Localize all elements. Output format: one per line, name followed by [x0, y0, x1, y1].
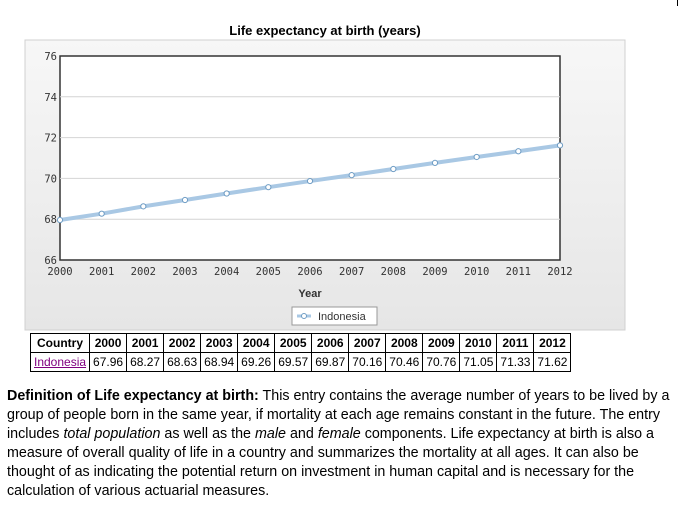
table-cell-value-2004: 69.26 [237, 352, 276, 372]
table-header-year-2010: 2010 [459, 333, 498, 353]
definition-em-total-population: total population [63, 426, 161, 442]
table-cell-value-2005: 69.57 [274, 352, 313, 372]
data-point-2008 [390, 165, 397, 173]
x-tick-label-2005: 2005 [256, 266, 281, 278]
x-tick-label-2006: 2006 [297, 266, 322, 278]
definition-text-3: and [286, 426, 318, 442]
table-header-year-2008: 2008 [385, 333, 424, 353]
x-tick-label-2010: 2010 [464, 266, 489, 278]
x-tick-label-2007: 2007 [339, 266, 364, 278]
table-header-year-2002: 2002 [163, 333, 202, 353]
x-tick-label-2003: 2003 [172, 266, 197, 278]
table-header-year-2007: 2007 [348, 333, 387, 353]
legend: Indonesia [291, 306, 378, 326]
definition-text-4: components. Life expectancy at birth is … [7, 426, 654, 499]
y-tick-label-68: 68 [44, 214, 57, 226]
data-point-2012 [556, 142, 564, 149]
country-link[interactable]: Indonesia [34, 355, 87, 369]
table-cell-value-2010: 71.05 [459, 352, 498, 372]
x-tick-label-2000: 2000 [47, 266, 72, 278]
table-cell-value-2011: 71.33 [496, 352, 535, 372]
table-cell-value-2001: 68.27 [126, 352, 165, 372]
definition-heading: Definition of Life expectancy at birth: [7, 388, 259, 404]
x-tick-label-2004: 2004 [214, 266, 239, 278]
data-table: Country 2000 2001 2002 2003 2004 2005 2006 2007 2… [29, 333, 572, 372]
y-tick-label-72: 72 [44, 133, 57, 145]
table-cell-country: Indonesia [29, 352, 91, 372]
data-point-2005 [265, 184, 272, 191]
data-point-2000 [56, 216, 64, 224]
life-expectancy-chart: Life expectancy at birth (years) 66 68 70 7… [24, 23, 626, 331]
table-cell-value-2000: 67.96 [89, 352, 128, 372]
table-header-row: Country 2000 2001 2002 2003 2004 2005 2006 2007 2… [29, 333, 572, 353]
data-point-2004 [223, 190, 230, 197]
table-header-year-2006: 2006 [311, 333, 350, 353]
definition-em-male: male [255, 426, 286, 442]
table-header-year-2004: 2004 [237, 333, 276, 353]
table-cell-value-2002: 68.63 [163, 352, 202, 372]
x-axis-label: Year [298, 288, 322, 300]
definition-text-2: as well as the [160, 426, 255, 442]
table-header-year-2005: 2005 [274, 333, 313, 353]
x-tick-label-2008: 2008 [381, 266, 406, 278]
y-tick-label-70: 70 [44, 173, 57, 185]
data-point-2006 [306, 177, 314, 185]
table-header-country: Country [29, 333, 91, 353]
legend-label-indonesia: Indonesia [318, 311, 367, 323]
legend-marker-swatch [301, 313, 307, 319]
table-header-year-2011: 2011 [496, 333, 535, 353]
data-point-2001 [98, 210, 105, 217]
x-tick-label-2011: 2011 [506, 266, 531, 278]
table-cell-value-2009: 70.76 [422, 352, 461, 372]
y-tick-label-74: 74 [44, 92, 57, 104]
y-tick-label-66: 66 [44, 255, 57, 267]
x-tick-label-2012: 2012 [547, 266, 572, 278]
table-header-year-2003: 2003 [200, 333, 239, 353]
data-point-2011 [515, 148, 522, 155]
data-point-2010 [473, 153, 480, 161]
table-header-year-2009: 2009 [422, 333, 461, 353]
table-cell-value-2006: 69.87 [311, 352, 350, 372]
table-header-year-2001: 2001 [126, 333, 165, 353]
page-edge-rule [677, 0, 678, 6]
chart-title: Life expectancy at birth (years) [229, 23, 420, 38]
x-tick-label-2009: 2009 [422, 266, 447, 278]
definition-em-female: female [317, 426, 361, 442]
definition-text-1: This entry contains the average number o… [7, 388, 670, 442]
x-tick-label-2002: 2002 [131, 266, 156, 278]
table-cell-value-2007: 70.16 [348, 352, 387, 372]
series-indonesia [56, 142, 564, 224]
x-axis-ticks: 2000 2001 2002 2003 2004 2005 2006 2007 2008 2009… [47, 266, 572, 278]
table-header-year-2012: 2012 [533, 333, 572, 353]
legend-box [291, 306, 378, 326]
table-header-year-2000: 2000 [89, 333, 128, 353]
table-cell-value-2008: 70.46 [385, 352, 424, 372]
y-tick-label-76: 76 [44, 51, 57, 63]
y-axis-ticks: 66 68 70 72 74 76 [44, 51, 57, 267]
data-point-2007 [348, 172, 355, 179]
plot-area [59, 55, 561, 261]
data-point-2003 [181, 196, 189, 204]
data-point-2009 [431, 159, 439, 166]
table-cell-value-2003: 68.94 [200, 352, 239, 372]
table-row: Indonesia 67.96 68.27 68.63 68.94 69.26 69.57 6… [29, 352, 572, 372]
data-point-2002 [140, 203, 147, 210]
x-tick-label-2001: 2001 [89, 266, 114, 278]
definition-paragraph: Definition of Life expectancy at birth: … [7, 387, 671, 501]
table-cell-value-2012: 71.62 [533, 352, 572, 372]
